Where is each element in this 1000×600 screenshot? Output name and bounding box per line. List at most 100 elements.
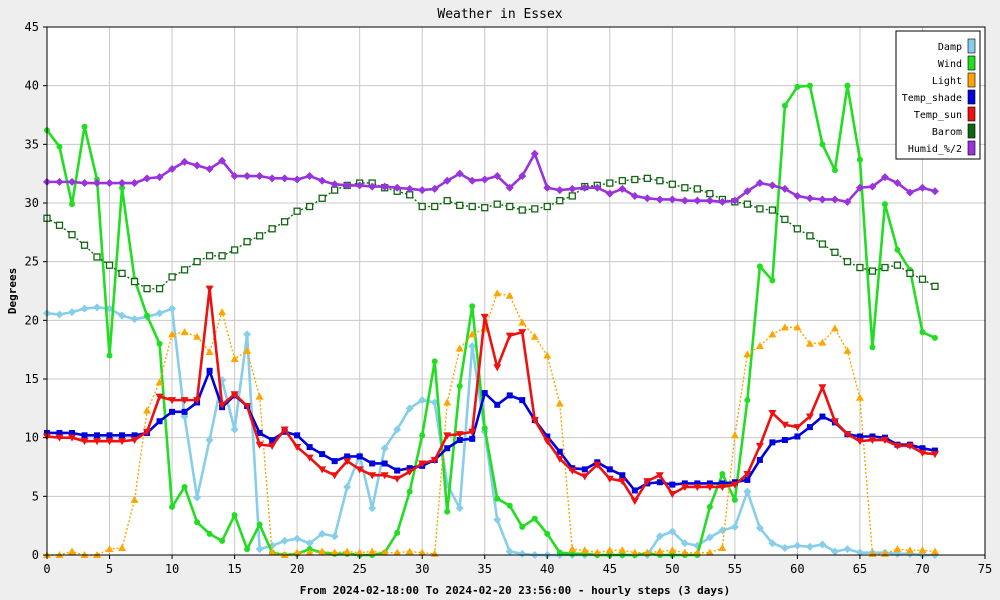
x-tick-label: 40 <box>540 562 554 576</box>
y-tick-label: 10 <box>25 431 39 445</box>
data-point-temp-sun <box>643 478 652 486</box>
data-point-temp-sun <box>655 472 664 480</box>
data-point-temp-shade <box>619 472 626 479</box>
data-point-temp-shade <box>706 480 713 487</box>
legend-label: Temp_shade <box>902 93 962 104</box>
x-tick-label: 35 <box>478 562 492 576</box>
data-point-temp-shade <box>344 453 351 460</box>
data-point-humid-2 <box>643 194 652 203</box>
data-point-temp-shade <box>444 445 451 452</box>
data-point-light <box>568 545 577 553</box>
data-point-wind <box>481 425 488 432</box>
data-point-temp-shade <box>719 480 726 487</box>
data-point-light <box>418 548 427 556</box>
data-point-damp <box>368 504 377 513</box>
data-point-temp-shade <box>606 466 613 473</box>
legend-label: Wind <box>938 59 962 70</box>
data-point-barom <box>468 202 476 211</box>
data-point-light <box>493 289 502 297</box>
data-point-damp <box>93 303 102 312</box>
data-point-barom <box>781 215 789 224</box>
data-point-damp <box>343 482 352 491</box>
data-point-temp-shade <box>381 460 388 467</box>
data-point-light <box>905 546 914 554</box>
data-point-humid-2 <box>230 172 239 181</box>
data-point-light <box>330 548 339 556</box>
data-point-barom <box>443 197 451 205</box>
data-point-wind <box>544 530 551 537</box>
data-point-barom <box>506 202 514 211</box>
data-point-damp <box>168 304 177 313</box>
data-point-humid-2 <box>330 180 339 189</box>
data-point-humid-2 <box>143 174 152 183</box>
data-point-wind <box>506 502 513 509</box>
data-point-damp <box>668 527 677 536</box>
x-tick-label: 5 <box>106 562 113 576</box>
data-point-damp <box>818 540 827 549</box>
data-point-barom <box>918 275 927 283</box>
data-point-temp-shade <box>469 435 476 442</box>
data-point-light <box>193 332 202 340</box>
data-point-temp-sun <box>155 393 164 401</box>
data-point-light <box>293 548 302 556</box>
data-point-temp-sun <box>418 460 427 468</box>
data-point-temp-sun <box>318 466 327 474</box>
legend-swatch <box>967 140 976 156</box>
data-point-temp-shade <box>481 390 488 397</box>
data-point-temp-sun <box>430 456 439 464</box>
data-point-wind <box>781 102 788 109</box>
data-point-barom <box>193 258 201 266</box>
data-point-wind <box>231 512 238 519</box>
data-point-wind <box>156 340 163 347</box>
data-point-barom <box>618 177 626 185</box>
data-point-temp-shade <box>931 447 938 454</box>
y-axis-label: Degrees <box>6 268 19 314</box>
data-point-temp-sun <box>280 426 289 434</box>
data-point-temp-shade <box>581 466 588 473</box>
data-point-humid-2 <box>243 172 252 181</box>
data-point-temp-sun <box>168 397 177 405</box>
data-point-wind <box>181 483 188 490</box>
data-point-light <box>705 548 714 556</box>
x-tick-label: 0 <box>43 562 50 576</box>
data-point-light <box>668 546 677 554</box>
data-point-humid-2 <box>468 176 477 185</box>
data-point-wind <box>844 82 851 89</box>
data-point-humid-2 <box>80 179 89 188</box>
data-point-temp-sun <box>93 438 102 446</box>
data-point-wind <box>869 344 876 351</box>
data-point-damp <box>393 425 402 434</box>
x-tick-label: 15 <box>227 562 241 576</box>
data-point-temp-shade <box>856 433 863 440</box>
data-point-temp-sun <box>905 442 914 450</box>
data-point-wind <box>169 503 176 510</box>
legend-label: Barom <box>932 127 962 138</box>
data-point-light <box>855 393 864 401</box>
data-point-temp-sun <box>455 431 464 439</box>
data-point-light <box>380 548 389 556</box>
data-point-wind <box>456 383 463 390</box>
data-point-temp-sun <box>705 483 714 491</box>
data-point-wind <box>931 334 938 341</box>
y-tick-label: 25 <box>25 255 39 269</box>
data-point-humid-2 <box>105 179 114 188</box>
legend-label: Humid_%/2 <box>908 144 962 155</box>
data-point-barom <box>656 177 664 185</box>
data-point-humid-2 <box>493 172 502 181</box>
data-point-temp-sun <box>468 428 477 436</box>
data-point-wind <box>794 83 801 90</box>
data-point-temp-sun <box>530 417 539 425</box>
data-point-temp-sun <box>855 438 864 446</box>
data-point-temp-sun <box>443 432 452 440</box>
data-point-humid-2 <box>380 182 389 191</box>
data-point-wind <box>394 529 401 536</box>
data-point-wind <box>706 503 713 510</box>
x-tick-label: 45 <box>603 562 617 576</box>
data-point-temp-sun <box>243 402 252 410</box>
data-point-wind <box>756 263 763 270</box>
data-point-damp <box>243 330 252 339</box>
data-point-damp <box>380 444 389 453</box>
data-point-damp <box>468 342 477 351</box>
x-tick-label: 25 <box>352 562 366 576</box>
